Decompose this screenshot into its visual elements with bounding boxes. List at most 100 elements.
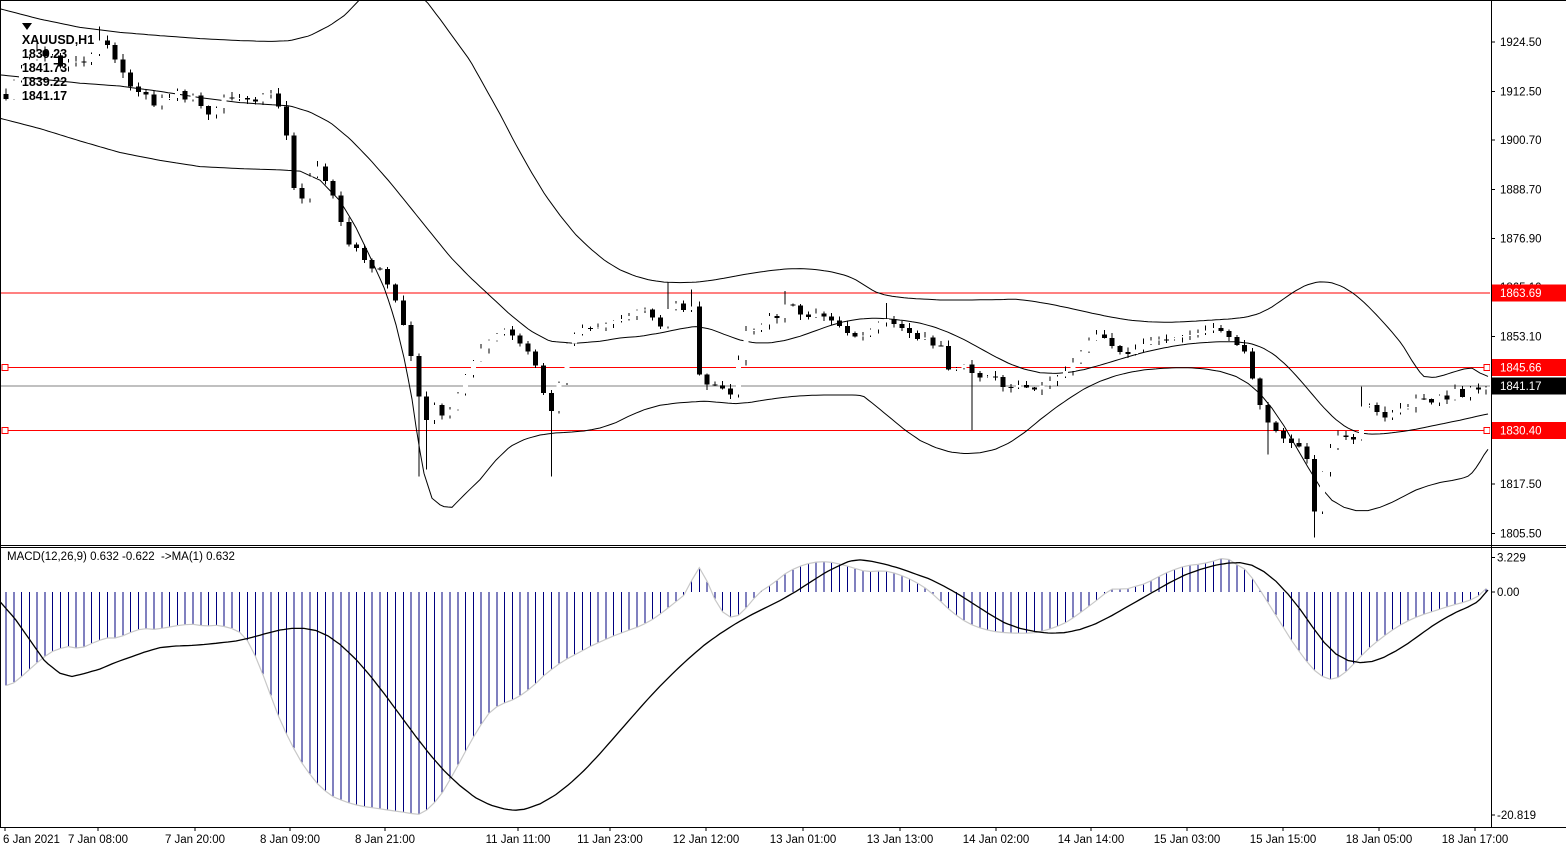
candle bbox=[346, 221, 352, 245]
hline-handle[interactable] bbox=[1483, 363, 1490, 372]
candle bbox=[1203, 330, 1209, 333]
candle bbox=[104, 40, 110, 46]
candle bbox=[821, 313, 827, 317]
candle bbox=[930, 337, 936, 346]
candle bbox=[268, 93, 274, 95]
x-axis-label: 8 Jan 21:00 bbox=[355, 834, 415, 846]
macd-pane[interactable] bbox=[0, 557, 1489, 815]
candle bbox=[657, 317, 663, 327]
candle bbox=[322, 166, 328, 182]
candle bbox=[727, 388, 733, 395]
candle bbox=[611, 321, 617, 324]
candle bbox=[416, 356, 422, 397]
candle bbox=[1249, 351, 1255, 379]
candle bbox=[315, 166, 321, 177]
ohlc-high: 1841.73 bbox=[21, 61, 68, 75]
candle bbox=[1312, 458, 1318, 512]
x-axis-label: 11 Jan 11:00 bbox=[486, 834, 551, 846]
x-axis-label: 8 Jan 09:00 bbox=[260, 834, 320, 846]
candle bbox=[283, 106, 289, 136]
candle bbox=[431, 405, 437, 420]
candle bbox=[81, 61, 87, 63]
candle bbox=[759, 324, 765, 330]
candle bbox=[377, 268, 383, 270]
candle bbox=[1281, 430, 1287, 439]
candle bbox=[541, 365, 547, 393]
time-axis[interactable]: 6 Jan 2021 7 Jan 08:00 7 Jan 20:00 8 Jan 09… bbox=[3, 827, 1508, 846]
candle bbox=[766, 316, 772, 325]
candle bbox=[1195, 332, 1201, 335]
candle bbox=[813, 313, 819, 317]
hline-handle[interactable] bbox=[1, 363, 9, 372]
candle bbox=[992, 376, 998, 378]
candle bbox=[774, 316, 780, 319]
candle bbox=[486, 340, 492, 349]
candle bbox=[1460, 388, 1466, 397]
candle bbox=[167, 98, 173, 100]
candle bbox=[1164, 339, 1170, 341]
candle bbox=[1304, 446, 1310, 459]
y-axis-label: 1876.90 bbox=[1500, 233, 1542, 245]
candle bbox=[424, 396, 430, 420]
macd-indicator-label: MACD(12,26,9) 0.632 -0.622 ->MA(1) 0.632 bbox=[7, 551, 235, 563]
candle bbox=[393, 284, 398, 301]
candle bbox=[26, 59, 32, 69]
candle bbox=[642, 309, 648, 311]
candle bbox=[922, 337, 928, 340]
hline-handle[interactable] bbox=[1483, 426, 1490, 435]
x-axis-label: 14 Jan 14:00 bbox=[1058, 834, 1125, 846]
pane-borders bbox=[0, 0, 1566, 828]
candle bbox=[548, 392, 554, 412]
candle bbox=[681, 303, 687, 310]
candle bbox=[151, 94, 157, 106]
candle bbox=[1000, 377, 1006, 388]
x-axis-label: 11 Jan 23:00 bbox=[577, 834, 643, 846]
candle bbox=[229, 97, 235, 99]
macd-axis[interactable]: 3.229 0.00 -20.819 bbox=[1491, 552, 1536, 822]
hline-handle[interactable] bbox=[1, 426, 9, 435]
candle bbox=[307, 176, 313, 199]
candle bbox=[1468, 387, 1474, 397]
price-box-label: 1845.66 bbox=[1500, 362, 1542, 374]
candle bbox=[1374, 405, 1380, 413]
candle bbox=[1117, 345, 1123, 352]
y-axis-label: 1805.50 bbox=[1500, 528, 1542, 540]
candle bbox=[1351, 436, 1357, 440]
candle bbox=[58, 55, 64, 67]
candle bbox=[1234, 337, 1240, 346]
candle bbox=[907, 327, 913, 334]
candle bbox=[1444, 395, 1450, 400]
candle bbox=[1148, 340, 1154, 344]
symbol-dropdown-icon[interactable] bbox=[21, 23, 32, 30]
candle bbox=[1226, 331, 1232, 338]
y-axis-label: 1888.70 bbox=[1500, 185, 1542, 197]
candle bbox=[408, 324, 414, 357]
candle bbox=[1343, 435, 1349, 437]
candle bbox=[1055, 376, 1061, 382]
candle bbox=[720, 385, 726, 389]
candle bbox=[689, 306, 695, 310]
candle bbox=[299, 188, 305, 199]
candle bbox=[883, 318, 889, 323]
candle bbox=[1257, 378, 1263, 406]
candle bbox=[1436, 395, 1442, 403]
candle bbox=[502, 329, 508, 334]
candle bbox=[509, 329, 515, 336]
x-axis-label: 6 Jan 2021 bbox=[3, 834, 60, 846]
price-box-label: 1830.40 bbox=[1500, 425, 1542, 437]
candle bbox=[525, 343, 531, 352]
candle bbox=[556, 383, 562, 412]
candle bbox=[1405, 407, 1411, 409]
candle bbox=[751, 329, 757, 332]
candle bbox=[626, 315, 632, 320]
price-pane[interactable] bbox=[0, 0, 1491, 538]
candle bbox=[1086, 340, 1092, 352]
candle bbox=[1413, 398, 1419, 408]
x-axis-label: 13 Jan 01:00 bbox=[770, 834, 837, 846]
candle bbox=[533, 351, 539, 366]
symbol-ohlc-readout: XAUUSD,H1 1839.23 1841.73 1839.22 1841.1… bbox=[8, 5, 98, 117]
candle bbox=[276, 93, 282, 107]
candle bbox=[798, 305, 804, 315]
candle bbox=[735, 359, 741, 395]
